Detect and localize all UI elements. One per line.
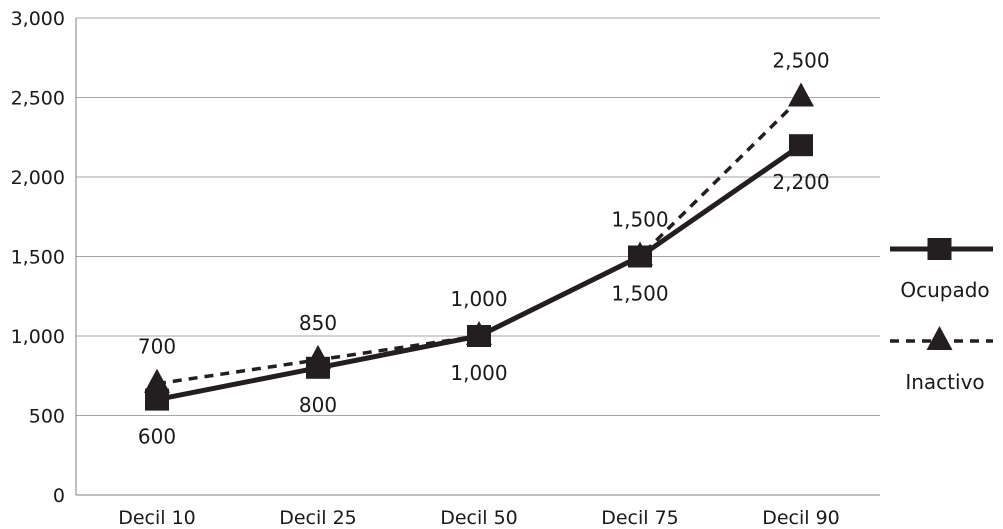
square-marker: [628, 245, 652, 268]
legend-label: Inactivo: [905, 370, 984, 394]
legend: Ocupado Inactivo: [890, 238, 993, 394]
data-label-inactivo: 1,000: [450, 287, 507, 311]
series-markers: [144, 82, 814, 411]
square-marker: [306, 356, 330, 379]
data-labels: 700 850 1,000 1,500 2,500 600 800 1,000 1,500 2,2…: [138, 49, 830, 449]
triangle-marker: [926, 326, 953, 350]
triangle-marker: [144, 368, 170, 393]
data-label-ocupado: 600: [138, 425, 176, 449]
axes: [75, 18, 880, 496]
x-tick-label: Decil 25: [279, 507, 357, 529]
triangle-marker: [788, 82, 814, 107]
y-tick-label: 500: [29, 406, 65, 428]
grid-lines: [76, 17, 880, 416]
data-label-ocupado: 2,200: [772, 170, 829, 194]
x-tick-label: Decil 90: [762, 507, 840, 529]
x-tick-labels: Decil 10 Decil 25 Decil 50 Decil 75 Decil 90: [118, 507, 840, 529]
data-label-inactivo: 850: [299, 311, 337, 335]
square-marker: [789, 134, 813, 157]
square-marker: [467, 325, 491, 347]
data-label-ocupado: 800: [299, 393, 337, 417]
x-tick-label: Decil 50: [440, 507, 518, 529]
data-label-inactivo: 2,500: [772, 49, 829, 73]
x-tick-label: Decil 75: [601, 507, 679, 529]
series-lines: [156, 96, 803, 403]
data-label-inactivo: 700: [138, 335, 176, 359]
data-label-inactivo: 1,500: [611, 208, 668, 232]
y-tick-label: 3,000: [11, 8, 65, 30]
data-label-ocupado: 1,500: [611, 282, 668, 306]
square-marker: [927, 238, 952, 260]
square-marker: [145, 388, 169, 411]
y-tick-label: 2,000: [11, 167, 65, 189]
y-tick-label: 2,500: [11, 88, 65, 110]
x-tick-label: Decil 10: [118, 507, 196, 529]
y-tick-label: 1,000: [11, 326, 65, 348]
y-tick-labels: 0 500 1,000 1,500 2,000 2,500 3,000: [11, 8, 65, 507]
data-label-ocupado: 1,000: [450, 361, 507, 385]
y-tick-label: 1,500: [11, 247, 65, 269]
legend-label: Ocupado: [900, 278, 989, 302]
y-tick-label: 0: [53, 485, 65, 507]
